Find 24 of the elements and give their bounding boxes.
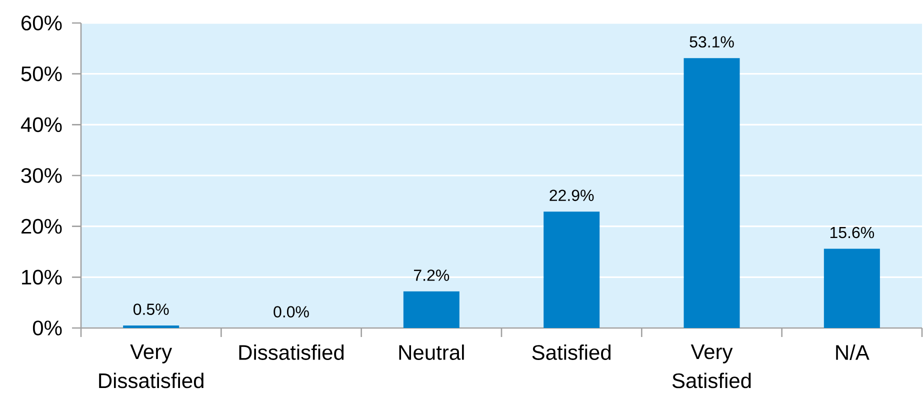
- data-label: 15.6%: [830, 226, 874, 238]
- data-label: 0.0%: [274, 306, 309, 318]
- bar: [123, 325, 180, 328]
- data-label: 53.1%: [690, 36, 734, 48]
- data-label: 7.2%: [414, 270, 450, 281]
- data-label: 22.9%: [550, 190, 594, 202]
- x-tick-label: Very Satisfied: [672, 344, 751, 388]
- x-tick-label: Satisfied: [532, 344, 611, 360]
- bar: [824, 248, 880, 328]
- bar: [403, 291, 460, 328]
- bar: [684, 58, 740, 328]
- y-tick-label: 60%: [22, 16, 62, 30]
- data-label: 0.5%: [133, 304, 169, 315]
- x-tick-label: Very Dissatisfied: [99, 344, 204, 388]
- y-tick-label: 10%: [22, 270, 62, 285]
- y-tick-label: 20%: [22, 218, 62, 234]
- x-tick-label: Dissatisfied: [239, 344, 344, 360]
- bar: [544, 212, 600, 328]
- y-tick-label: 50%: [21, 66, 62, 82]
- y-tick-label: 30%: [21, 168, 62, 183]
- x-tick-label: Neutral: [399, 344, 464, 360]
- x-tick-label: N/A: [836, 344, 870, 360]
- y-tick-label: 40%: [20, 117, 62, 132]
- y-tick-label: 0%: [32, 320, 62, 336]
